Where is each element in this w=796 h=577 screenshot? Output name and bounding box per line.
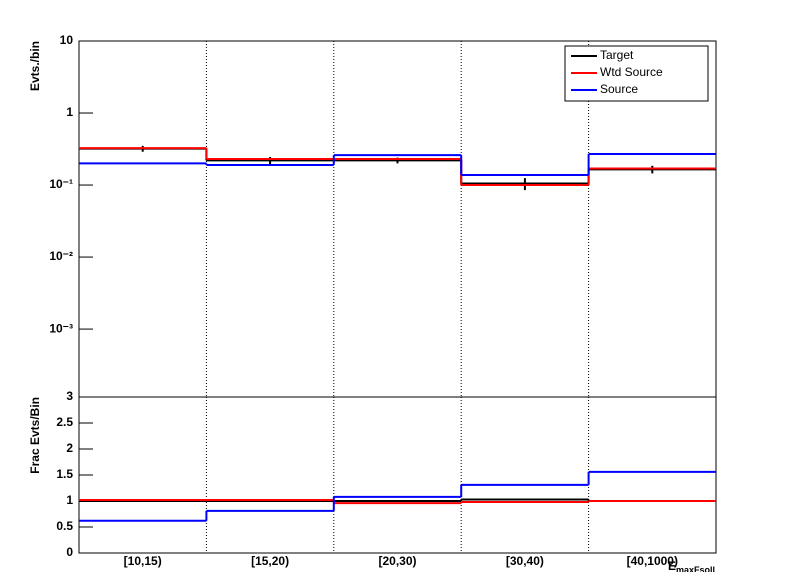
- y-tick-label: 10⁻³: [49, 321, 73, 335]
- x-tick-label: [30,40): [506, 554, 544, 568]
- x-axis-label: EmaxFsoll: [668, 559, 715, 572]
- legend-label: Wtd Source: [600, 65, 663, 79]
- y-tick-label: 2: [66, 441, 73, 455]
- x-tick-label: [20,30): [378, 554, 416, 568]
- legend-label: Target: [600, 48, 634, 62]
- y-axis-label: Evts./bin: [28, 41, 42, 91]
- y-tick-label: 1.5: [56, 467, 73, 481]
- x-axis-label-main: E: [668, 559, 676, 572]
- legend-label: Source: [600, 82, 638, 96]
- y-tick-label: 3: [66, 389, 73, 403]
- y-tick-label: 1: [66, 493, 73, 507]
- y-tick-label: 1: [66, 105, 73, 119]
- y-tick-label: 10: [60, 33, 74, 47]
- y-tick-label: 0.5: [56, 519, 73, 533]
- x-tick-label: [15,20): [251, 554, 289, 568]
- y-tick-label: 0: [66, 545, 73, 559]
- x-tick-label: [10,15): [124, 554, 162, 568]
- y-tick-label: 10⁻¹: [49, 177, 73, 191]
- y-tick-label: 10⁻²: [49, 249, 73, 263]
- y-tick-label: 2.5: [56, 415, 73, 429]
- frame: [78, 396, 717, 554]
- y-axis-label: Frac Evts/Bin: [28, 397, 42, 474]
- x-axis-label-sub: maxFsoll: [676, 565, 715, 572]
- x-tick-label: [40,1000): [627, 554, 678, 568]
